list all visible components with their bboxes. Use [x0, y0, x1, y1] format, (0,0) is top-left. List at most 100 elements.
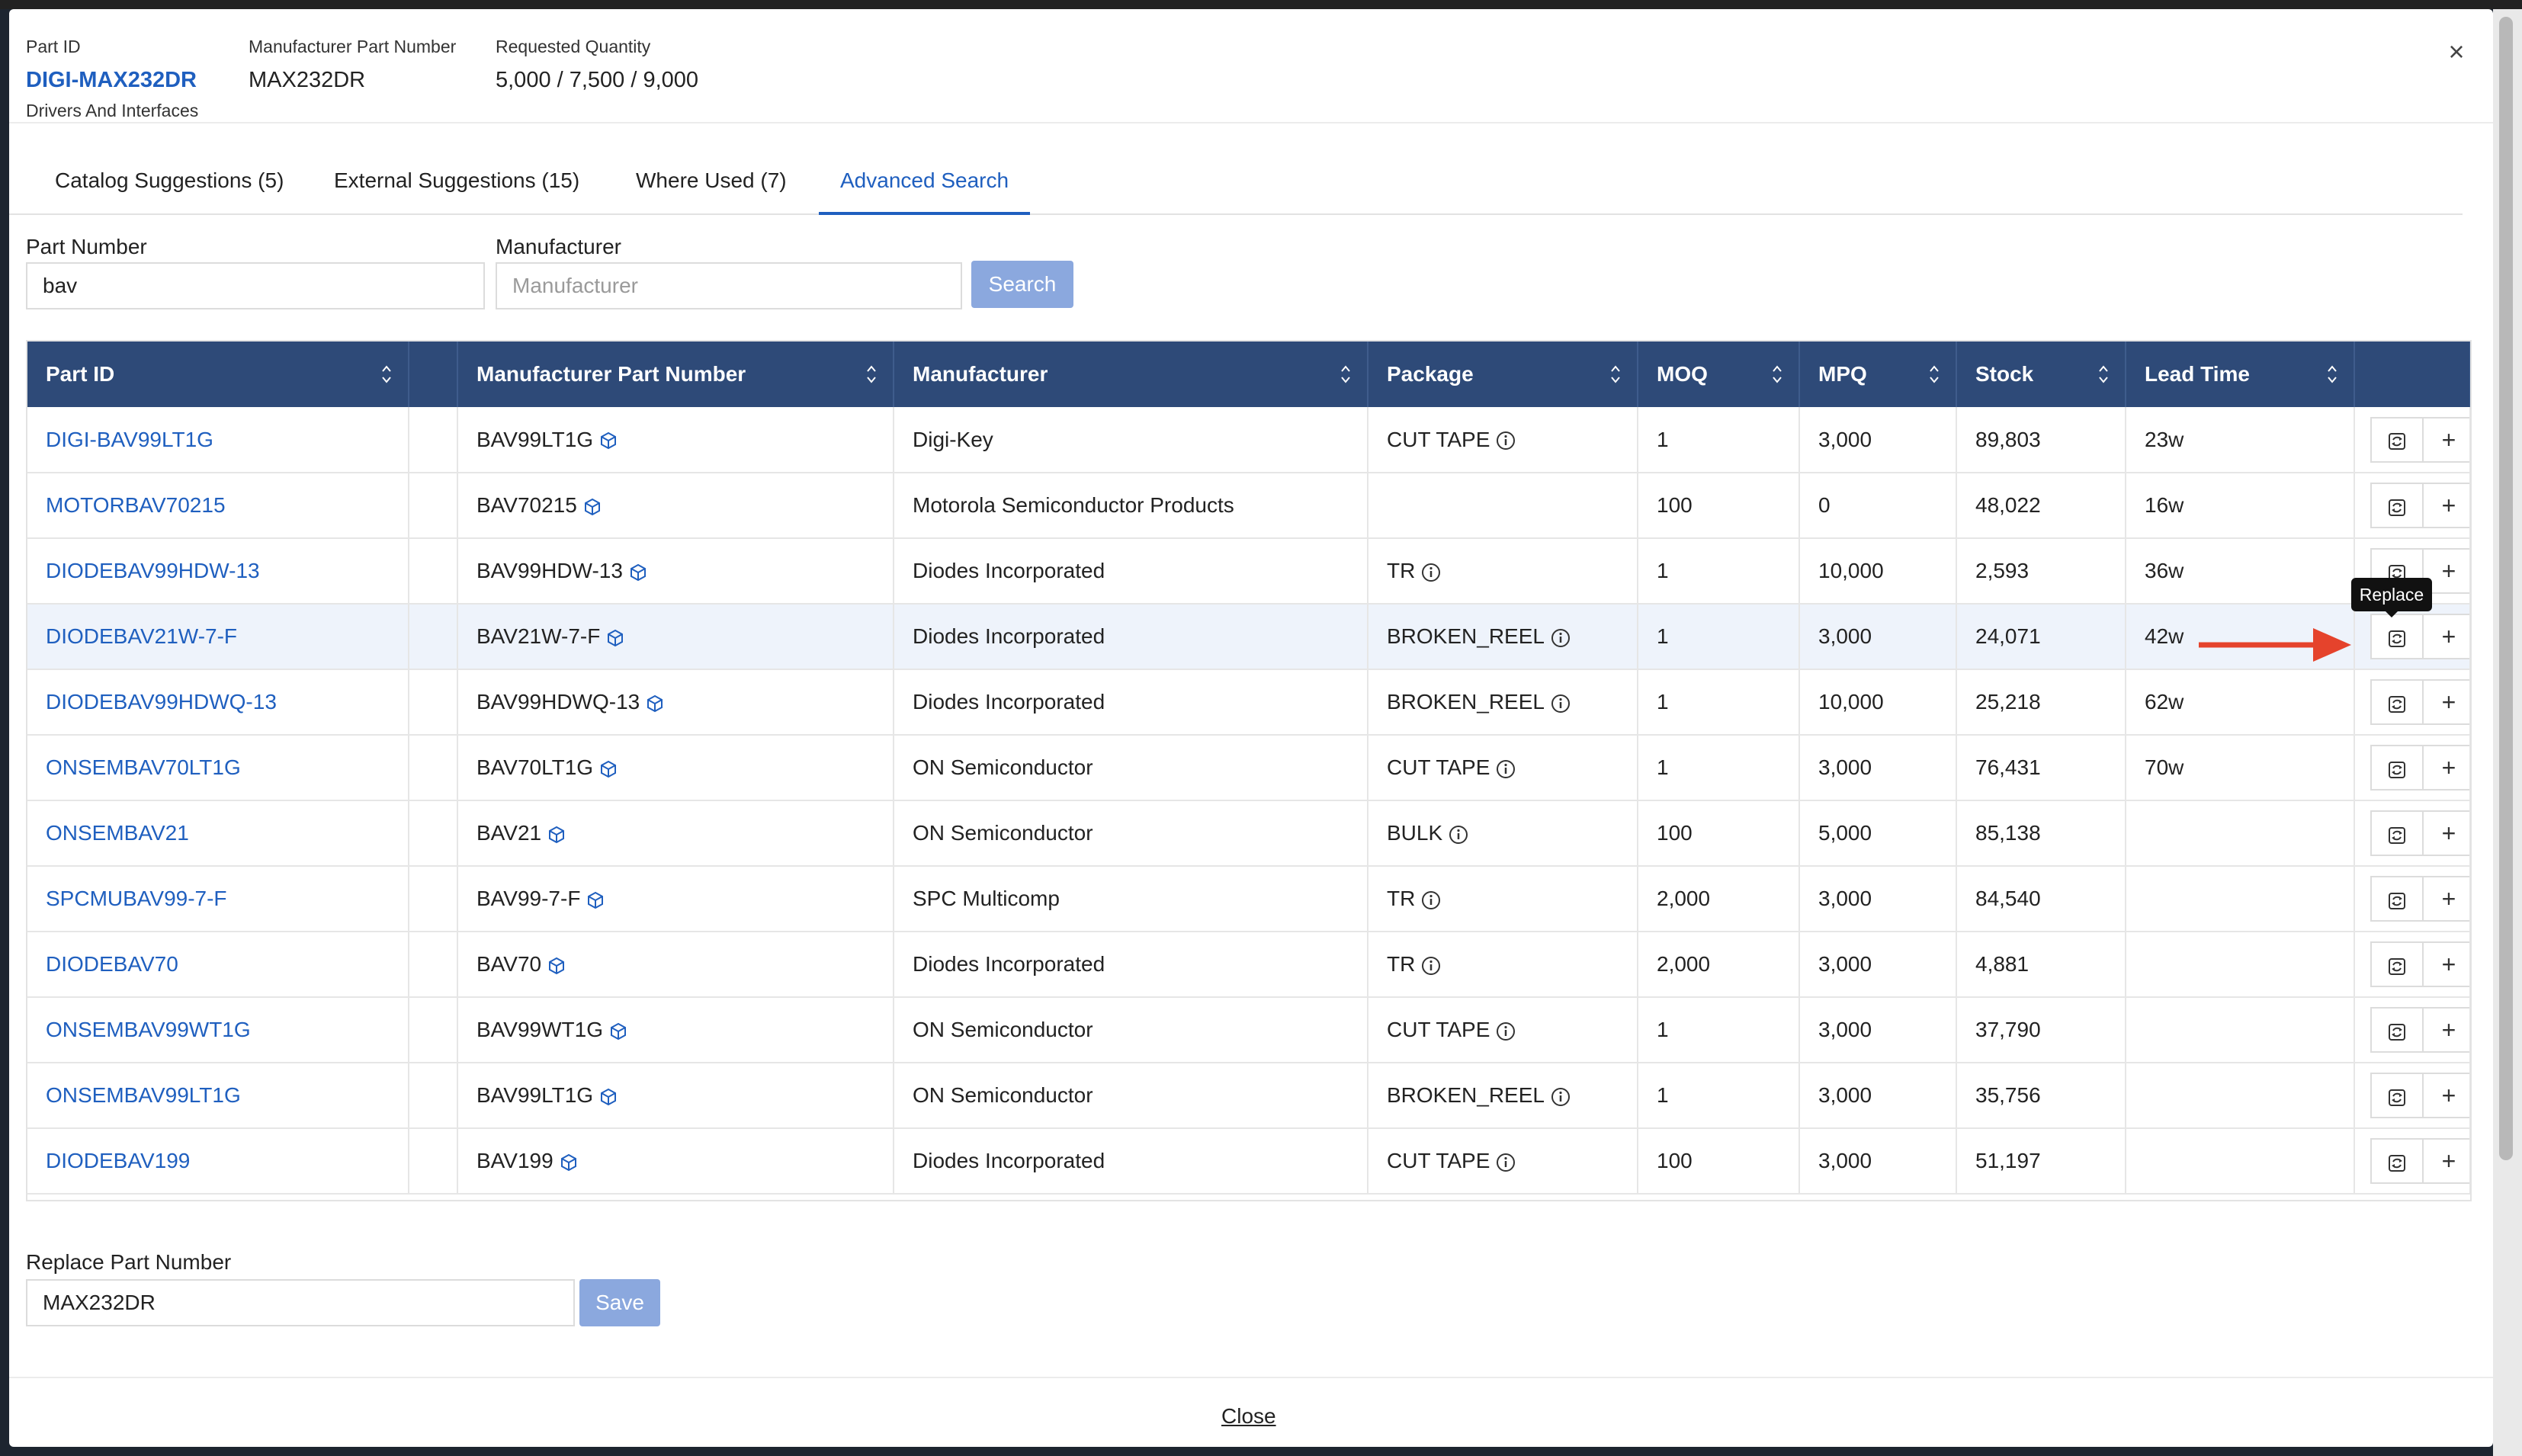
- info-icon[interactable]: [1551, 628, 1571, 648]
- close-link[interactable]: Close: [1221, 1404, 1276, 1428]
- cell-blank: [409, 800, 458, 867]
- add-button[interactable]: +: [2422, 810, 2469, 856]
- mpn-text: BAV99WT1G: [476, 1018, 603, 1041]
- cell-mpq: 3,000: [1799, 932, 1957, 998]
- cell-part-id: SPCMUBAV99-7-F: [27, 866, 409, 932]
- tab-external-suggestions[interactable]: External Suggestions (15): [334, 168, 580, 192]
- add-button[interactable]: +: [2422, 876, 2469, 922]
- part-id-link[interactable]: DIODEBAV199: [46, 1149, 191, 1172]
- cell-lead-time: [2126, 800, 2355, 867]
- column-header-lead-time[interactable]: Lead Time: [2126, 342, 2355, 407]
- sort-icon: [382, 365, 391, 383]
- search-button[interactable]: Search: [971, 261, 1073, 308]
- part-id-link[interactable]: DIODEBAV99HDWQ-13: [46, 690, 277, 714]
- add-button[interactable]: +: [2422, 1073, 2469, 1118]
- cell-package: [1368, 473, 1638, 539]
- cell-mpn: BAV99WT1G: [457, 997, 894, 1063]
- add-button[interactable]: +: [2422, 679, 2469, 725]
- results-table: Part ID Manufacturer Part Number Manufac…: [26, 340, 2472, 1201]
- info-icon[interactable]: [1449, 825, 1468, 845]
- cell-mpq: 3,000: [1799, 604, 1957, 670]
- part-id-link[interactable]: SPCMUBAV99-7-F: [46, 887, 227, 910]
- cell-lead-time: 42w: [2126, 604, 2355, 670]
- info-icon[interactable]: [1421, 890, 1441, 910]
- add-button[interactable]: +: [2422, 483, 2469, 528]
- tab-catalog-suggestions[interactable]: Catalog Suggestions (5): [55, 168, 284, 192]
- replace-part-number-input[interactable]: [26, 1279, 575, 1326]
- cell-package: CUT TAPE: [1368, 1128, 1638, 1195]
- add-button[interactable]: +: [2422, 416, 2469, 463]
- part-id-value[interactable]: DIGI-MAX232DR: [26, 68, 197, 92]
- add-button[interactable]: +: [2422, 1138, 2469, 1184]
- sort-icon: [1773, 365, 1782, 383]
- part-id-link[interactable]: DIODEBAV99HDW-13: [46, 559, 260, 582]
- info-icon[interactable]: [1421, 563, 1441, 582]
- add-button[interactable]: +: [2422, 745, 2469, 791]
- table-row: DIODEBAV21W-7-F BAV21W-7-F Diodes Incorpor…: [27, 604, 2470, 670]
- package-text: BROKEN_REEL: [1387, 624, 1545, 648]
- cell-manufacturer: Diodes Incorporated: [894, 1128, 1368, 1195]
- part-id-link[interactable]: ONSEMBAV99WT1G: [46, 1018, 251, 1041]
- cell-stock: 89,803: [1956, 407, 2126, 473]
- cell-package: BROKEN_REEL: [1368, 669, 1638, 736]
- replace-button[interactable]: [2370, 941, 2424, 987]
- part-id-link[interactable]: DIGI-BAV99LT1G: [46, 427, 213, 451]
- replace-button[interactable]: [2370, 1007, 2424, 1053]
- column-header-mpn[interactable]: Manufacturer Part Number: [457, 342, 894, 407]
- info-icon[interactable]: [1496, 1153, 1516, 1172]
- cell-moq: 1: [1638, 538, 1800, 605]
- replace-button[interactable]: [2370, 679, 2424, 725]
- cell-actions: +: [2354, 997, 2470, 1063]
- part-id-link[interactable]: ONSEMBAV70LT1G: [46, 755, 241, 779]
- replace-button[interactable]: [2370, 483, 2424, 528]
- sort-icon: [1341, 365, 1350, 383]
- cell-lead-time: [2126, 997, 2355, 1063]
- tab-advanced-search[interactable]: Advanced Search: [819, 146, 1031, 215]
- column-header-mpq[interactable]: MPQ: [1799, 342, 1957, 407]
- cell-part-id: ONSEMBAV99LT1G: [27, 1063, 409, 1129]
- column-header-moq[interactable]: MOQ: [1638, 342, 1800, 407]
- cell-blank: [409, 1128, 458, 1195]
- cell-manufacturer: Diodes Incorporated: [894, 669, 1368, 736]
- part-id-link[interactable]: ONSEMBAV21: [46, 821, 189, 845]
- replace-button[interactable]: [2370, 810, 2424, 856]
- replace-button[interactable]: [2370, 745, 2424, 791]
- manufacturer-input[interactable]: [496, 262, 962, 309]
- cell-part-id: ONSEMBAV70LT1G: [27, 735, 409, 801]
- part-id-link[interactable]: DIODEBAV21W-7-F: [46, 624, 238, 648]
- add-button[interactable]: +: [2422, 941, 2469, 987]
- tab-where-used[interactable]: Where Used (7): [636, 168, 787, 192]
- info-icon[interactable]: [1421, 956, 1441, 976]
- cube-icon: [560, 1153, 576, 1171]
- info-icon[interactable]: [1551, 1087, 1571, 1107]
- cell-mpq: 5,000: [1799, 800, 1957, 867]
- replace-button[interactable]: [2370, 614, 2424, 659]
- add-button[interactable]: +: [2422, 1007, 2469, 1053]
- close-icon[interactable]: ×: [2448, 36, 2465, 67]
- column-header-stock[interactable]: Stock: [1956, 342, 2126, 407]
- column-header-manufacturer[interactable]: Manufacturer: [894, 342, 1368, 407]
- info-icon[interactable]: [1551, 694, 1571, 714]
- info-icon[interactable]: [1496, 431, 1516, 451]
- part-id-link[interactable]: MOTORBAV70215: [46, 493, 226, 517]
- info-icon[interactable]: [1496, 1021, 1516, 1041]
- cell-stock: 51,197: [1956, 1128, 2126, 1195]
- add-button[interactable]: +: [2422, 614, 2469, 659]
- replace-button[interactable]: [2370, 416, 2424, 463]
- page-scrollbar[interactable]: [2493, 9, 2522, 1456]
- scrollbar-thumb[interactable]: [2499, 17, 2513, 1160]
- part-id-link[interactable]: DIODEBAV70: [46, 952, 178, 976]
- cell-part-id: DIODEBAV21W-7-F: [27, 604, 409, 670]
- save-button[interactable]: Save: [579, 1279, 660, 1326]
- column-header-package[interactable]: Package: [1368, 342, 1638, 407]
- replace-button[interactable]: [2370, 1138, 2424, 1184]
- replace-button[interactable]: [2370, 1073, 2424, 1118]
- column-header-part-id[interactable]: Part ID: [27, 342, 409, 407]
- replace-button[interactable]: [2370, 876, 2424, 922]
- cell-manufacturer: Motorola Semiconductor Products: [894, 473, 1368, 539]
- part-number-input[interactable]: [26, 262, 485, 309]
- cube-icon: [608, 629, 624, 646]
- part-id-link[interactable]: ONSEMBAV99LT1G: [46, 1083, 241, 1107]
- cube-icon: [588, 891, 604, 909]
- info-icon[interactable]: [1496, 759, 1516, 779]
